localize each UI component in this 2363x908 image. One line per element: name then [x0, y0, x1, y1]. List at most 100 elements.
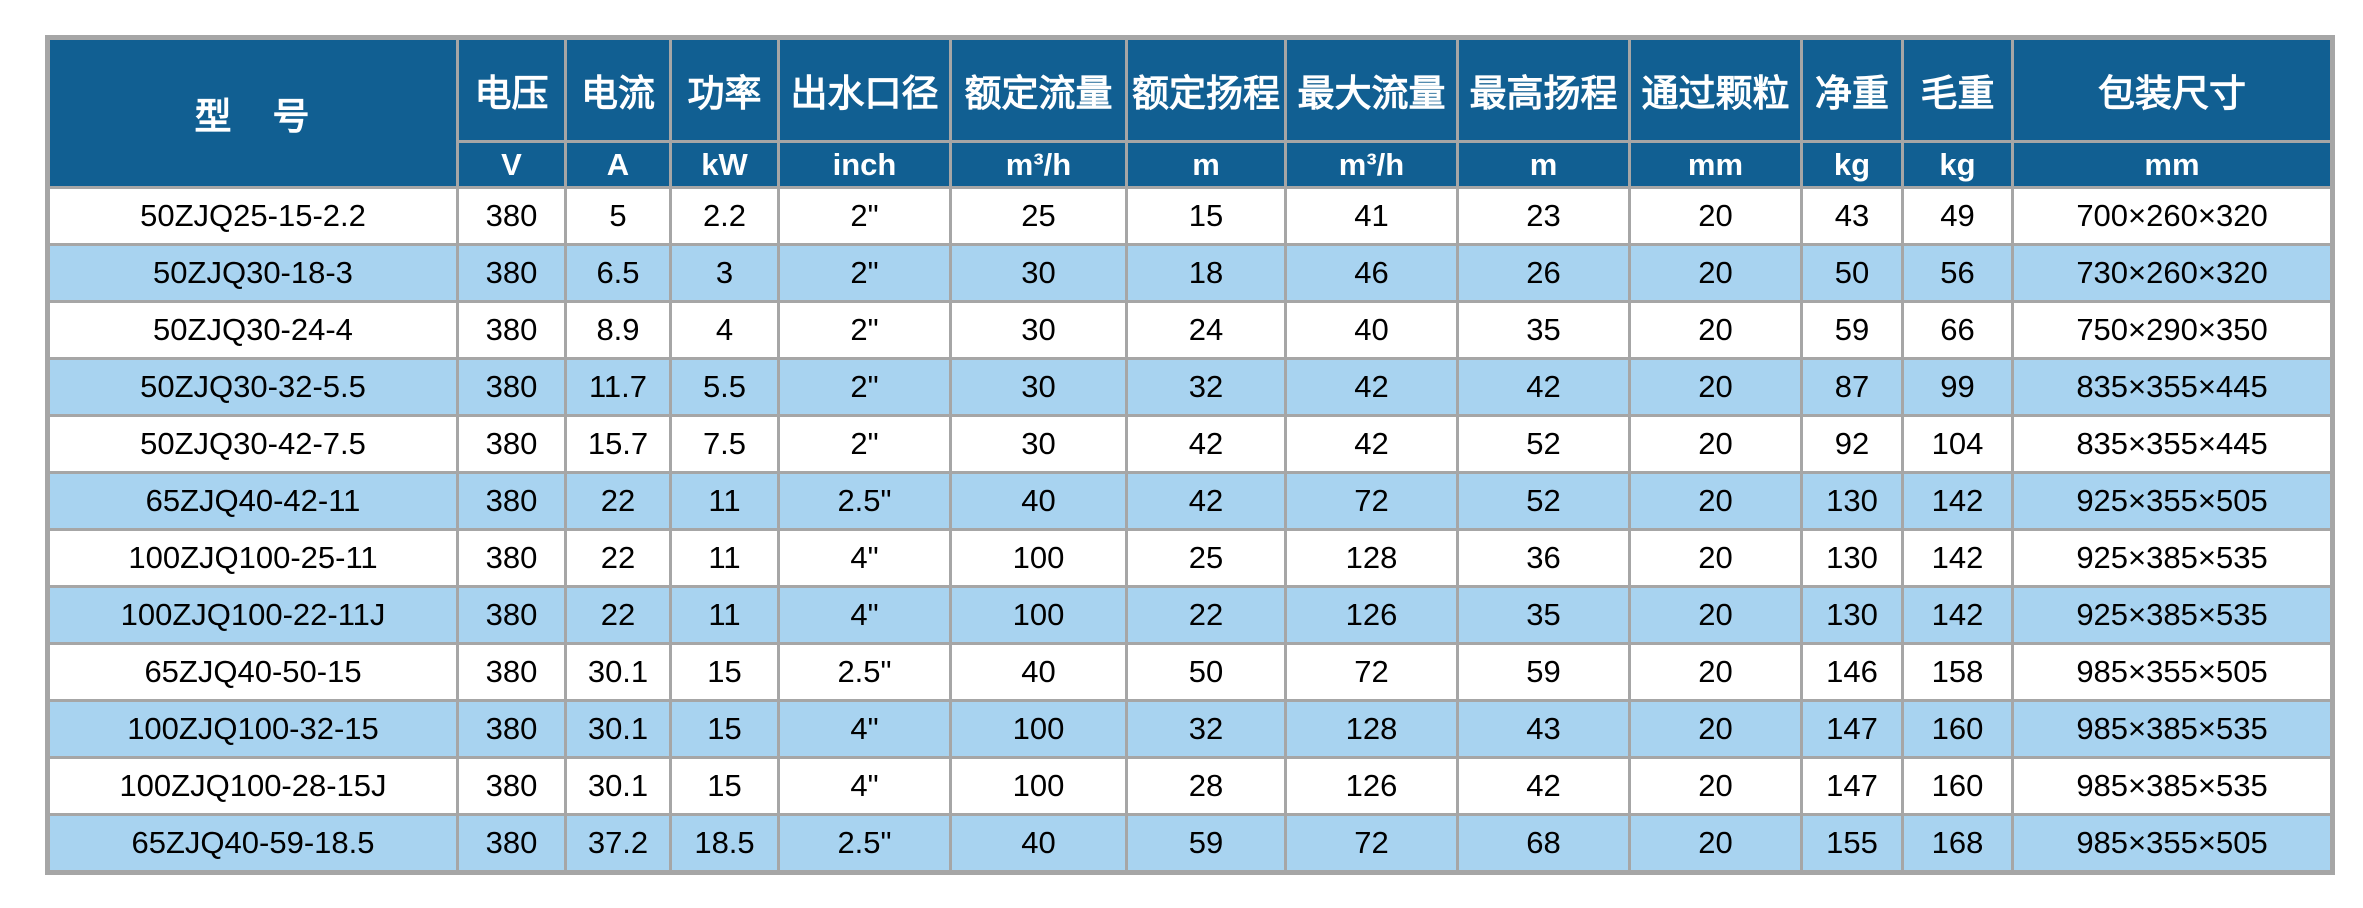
value-cell: 32	[1125, 699, 1287, 759]
value-cell: 66	[1901, 300, 2014, 360]
value-cell: 15.7	[564, 414, 672, 474]
model-cell: 50ZJQ30-18-3	[46, 243, 459, 303]
value-cell: 40	[1284, 300, 1459, 360]
value-cell: 380	[456, 414, 567, 474]
column-unit-5: m	[1125, 140, 1287, 189]
value-cell: 18	[1125, 243, 1287, 303]
value-cell: 985×385×535	[2011, 699, 2334, 759]
value-cell: 30	[949, 243, 1128, 303]
value-cell: 380	[456, 471, 567, 531]
model-cell: 65ZJQ40-42-11	[46, 471, 459, 531]
table-row: 100ZJQ100-32-15 380 30.1 15 4" 100 32 128 43 20 14…	[46, 699, 2334, 759]
value-cell: 100	[949, 528, 1128, 588]
value-cell: 6.5	[564, 243, 672, 303]
column-unit-1: A	[564, 140, 672, 189]
value-cell: 68	[1456, 813, 1631, 874]
model-cell: 50ZJQ30-32-5.5	[46, 357, 459, 417]
value-cell: 20	[1628, 528, 1803, 588]
pump-spec-table: 型 号 电压 电流 功率 出水口径 额定流量 额定扬程 最大流量 最高扬程 通过颗粒 净重 毛重 包装…	[45, 35, 2335, 875]
column-header-11: 包装尺寸	[2011, 36, 2334, 143]
value-cell: 835×355×445	[2011, 357, 2334, 417]
model-cell: 50ZJQ30-42-7.5	[46, 414, 459, 474]
value-cell: 30	[949, 300, 1128, 360]
table-row: 65ZJQ40-59-18.5 380 37.2 18.5 2.5" 40 59 72 68 20…	[46, 813, 2334, 874]
value-cell: 50	[1800, 243, 1904, 303]
column-unit-10: kg	[1901, 140, 2014, 189]
value-cell: 4	[669, 300, 780, 360]
table-row: 100ZJQ100-25-11 380 22 11 4" 100 25 128 36 20 130 1…	[46, 528, 2334, 588]
table-row: 50ZJQ25-15-2.2 380 5 2.2 2" 25 15 41 23 20 43 49 700…	[46, 186, 2334, 246]
value-cell: 43	[1800, 186, 1904, 246]
value-cell: 41	[1284, 186, 1459, 246]
value-cell: 30	[949, 414, 1128, 474]
value-cell: 15	[669, 642, 780, 702]
value-cell: 147	[1800, 699, 1904, 759]
value-cell: 43	[1456, 699, 1631, 759]
value-cell: 42	[1456, 756, 1631, 816]
value-cell: 100	[949, 699, 1128, 759]
column-header-3: 出水口径	[777, 36, 952, 143]
value-cell: 15	[1125, 186, 1287, 246]
value-cell: 5	[564, 186, 672, 246]
value-cell: 20	[1628, 357, 1803, 417]
value-cell: 52	[1456, 471, 1631, 531]
value-cell: 2"	[777, 357, 952, 417]
column-header-8: 通过颗粒	[1628, 36, 1803, 143]
value-cell: 126	[1284, 756, 1459, 816]
table-row: 50ZJQ30-42-7.5 380 15.7 7.5 2" 30 42 42 52 20 92 10…	[46, 414, 2334, 474]
value-cell: 24	[1125, 300, 1287, 360]
value-cell: 35	[1456, 300, 1631, 360]
value-cell: 2.2	[669, 186, 780, 246]
value-cell: 2"	[777, 300, 952, 360]
column-unit-4: m³/h	[949, 140, 1128, 189]
value-cell: 56	[1901, 243, 2014, 303]
value-cell: 4"	[777, 699, 952, 759]
value-cell: 20	[1628, 813, 1803, 874]
value-cell: 380	[456, 243, 567, 303]
value-cell: 20	[1628, 186, 1803, 246]
value-cell: 99	[1901, 357, 2014, 417]
value-cell: 8.9	[564, 300, 672, 360]
value-cell: 42	[1456, 357, 1631, 417]
value-cell: 4"	[777, 585, 952, 645]
value-cell: 59	[1456, 642, 1631, 702]
value-cell: 11	[669, 471, 780, 531]
column-header-6: 最大流量	[1284, 36, 1459, 143]
value-cell: 32	[1125, 357, 1287, 417]
value-cell: 380	[456, 642, 567, 702]
value-cell: 7.5	[669, 414, 780, 474]
value-cell: 835×355×445	[2011, 414, 2334, 474]
value-cell: 37.2	[564, 813, 672, 874]
column-unit-3: inch	[777, 140, 952, 189]
value-cell: 40	[949, 471, 1128, 531]
table-header: 型 号 电压 电流 功率 出水口径 额定流量 额定扬程 最大流量 最高扬程 通过颗粒 净重 毛重 包装…	[46, 36, 2334, 189]
header-row-labels: 型 号 电压 电流 功率 出水口径 额定流量 额定扬程 最大流量 最高扬程 通过颗粒 净重 毛重 包装…	[46, 36, 2334, 189]
value-cell: 142	[1901, 585, 2014, 645]
value-cell: 380	[456, 300, 567, 360]
value-cell: 22	[564, 585, 672, 645]
model-cell: 50ZJQ25-15-2.2	[46, 186, 459, 246]
column-header-model: 型 号	[46, 36, 459, 189]
value-cell: 104	[1901, 414, 2014, 474]
value-cell: 23	[1456, 186, 1631, 246]
column-header-10: 毛重	[1901, 36, 2014, 143]
model-cell: 100ZJQ100-22-11J	[46, 585, 459, 645]
value-cell: 20	[1628, 642, 1803, 702]
value-cell: 35	[1456, 585, 1631, 645]
value-cell: 925×355×505	[2011, 471, 2334, 531]
value-cell: 925×385×535	[2011, 585, 2334, 645]
value-cell: 20	[1628, 243, 1803, 303]
column-header-7: 最高扬程	[1456, 36, 1631, 143]
value-cell: 158	[1901, 642, 2014, 702]
value-cell: 25	[949, 186, 1128, 246]
value-cell: 126	[1284, 585, 1459, 645]
value-cell: 700×260×320	[2011, 186, 2334, 246]
value-cell: 128	[1284, 528, 1459, 588]
value-cell: 30.1	[564, 699, 672, 759]
value-cell: 2.5"	[777, 813, 952, 874]
model-cell: 100ZJQ100-32-15	[46, 699, 459, 759]
value-cell: 11.7	[564, 357, 672, 417]
value-cell: 155	[1800, 813, 1904, 874]
table-row: 50ZJQ30-32-5.5 380 11.7 5.5 2" 30 32 42 42 20 87 99…	[46, 357, 2334, 417]
